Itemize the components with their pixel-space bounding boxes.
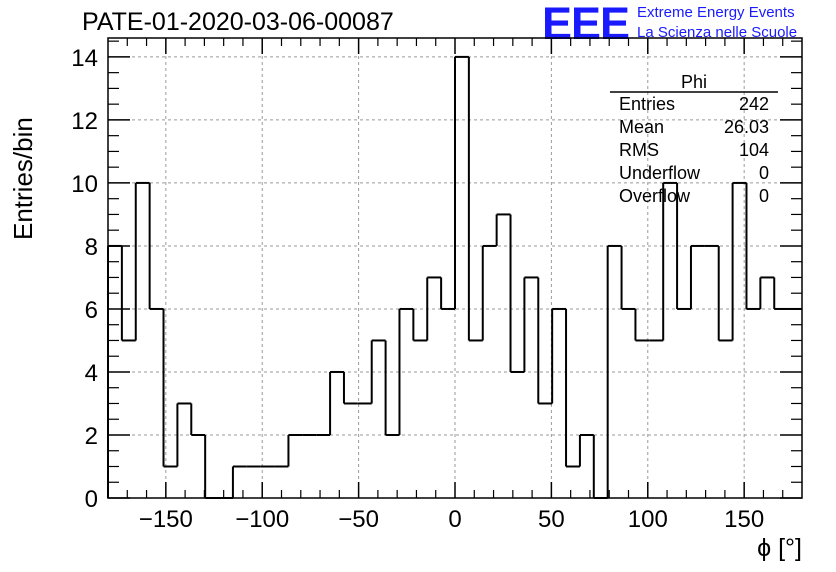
stats-row-label: Underflow (619, 163, 701, 183)
x-tick-label: 50 (538, 506, 565, 533)
plot-title: PATE-01-2020-03-06-00087 (82, 8, 394, 36)
y-tick-label: 6 (85, 297, 98, 324)
stats-row-label: Entries (619, 94, 675, 114)
y-tick-label: 0 (85, 486, 98, 513)
stats-row-label: Mean (619, 117, 664, 137)
y-tick-label: 10 (71, 171, 98, 198)
y-tick-label: 14 (71, 45, 98, 72)
y-tick-label: 4 (85, 360, 98, 387)
y-tick-label: 8 (85, 234, 98, 261)
histogram-series (107, 55, 802, 499)
stats-row-value: 0 (759, 186, 769, 206)
stats-box: Phi Entries 242 Mean 26.03 RMS 104 Underflow 0 Ov… (610, 72, 778, 206)
y-tick-label: 2 (85, 423, 98, 450)
x-tick-label: 150 (724, 506, 764, 533)
y-tick-label: 12 (71, 108, 98, 135)
x-tick-label: 100 (628, 506, 668, 533)
stats-row-label: RMS (619, 140, 659, 160)
x-tick-label: −100 (235, 506, 289, 533)
stats-row-value: 26.03 (724, 117, 769, 137)
stats-row-value: 104 (739, 140, 769, 160)
stats-row-value: 242 (739, 94, 769, 114)
x-axis-label: ϕ [°] (757, 534, 802, 562)
tick-labels: −150 −100 −50 0 50 100 150 0 2 4 6 8 10 12 14 (71, 45, 764, 533)
plot-frame (107, 37, 803, 499)
x-tick-label: −150 (139, 506, 193, 533)
x-tick-label: 0 (448, 506, 461, 533)
stats-row-value: 0 (759, 163, 769, 183)
logo-subtitle-line1: Extreme Energy Events (637, 4, 795, 21)
stats-row-label: Overflow (619, 186, 691, 206)
axis-ticks (108, 38, 802, 499)
x-tick-label: −50 (338, 506, 379, 533)
stats-title: Phi (681, 72, 707, 92)
logo-subtitle-line2: La Scienza nelle Scuole (637, 24, 798, 41)
